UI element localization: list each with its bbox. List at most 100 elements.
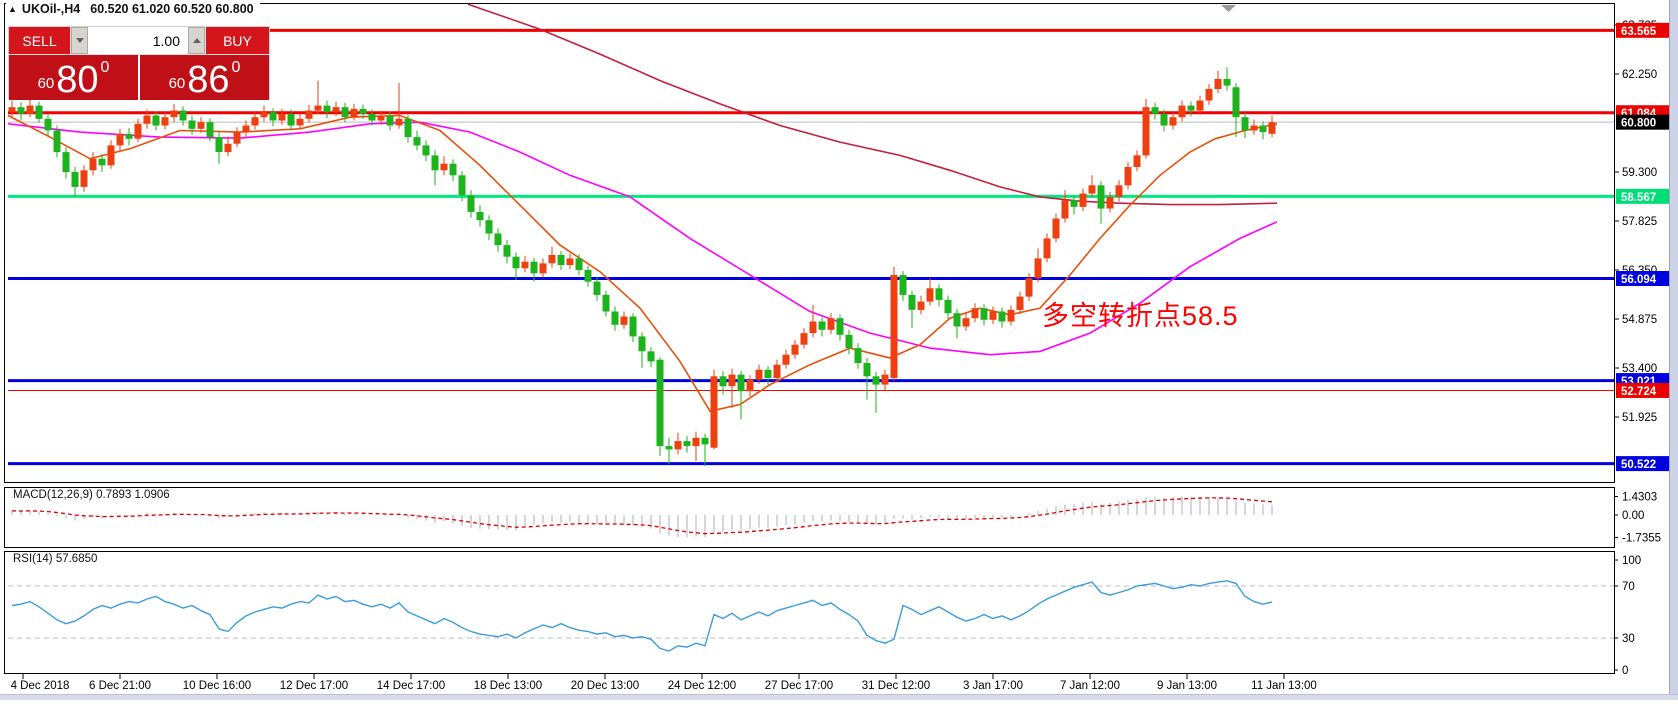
candle-body — [989, 311, 997, 320]
sell-button[interactable]: SELL — [9, 27, 71, 54]
buy-price-prefix: 60 — [168, 75, 186, 92]
sell-price-button[interactable]: 60 80 0 — [9, 55, 140, 100]
rsi-pane[interactable] — [4, 551, 1615, 674]
candle-body — [764, 369, 772, 378]
candle-body — [503, 245, 511, 257]
candle-body — [494, 233, 502, 246]
candle-body — [548, 255, 556, 264]
candle-body — [530, 261, 538, 274]
candle-body — [683, 441, 691, 447]
candle-body — [566, 258, 574, 265]
candle-body — [458, 175, 466, 196]
price-badge-label: 56.094 — [1621, 274, 1657, 286]
candle-body — [656, 359, 664, 447]
candle-body — [206, 122, 214, 138]
candle-body — [1133, 155, 1141, 167]
price-tick-label: 57.825 — [1622, 216, 1657, 228]
candle-body — [908, 294, 916, 310]
candle-body — [1016, 296, 1024, 310]
macd-pane[interactable] — [4, 487, 1615, 548]
candle-body — [71, 172, 79, 187]
price-badge-63.565 — [1616, 22, 1673, 38]
sell-price-main: 80 — [56, 59, 99, 101]
candle-body — [377, 115, 385, 121]
candle-body — [215, 137, 223, 152]
buy-price-button[interactable]: 60 86 0 — [140, 55, 269, 100]
macd-signal-line — [11, 497, 1273, 535]
candle-body — [1196, 100, 1204, 111]
macd-tick-label: 0.00 — [1622, 510, 1644, 522]
main-chart-pane[interactable] — [4, 3, 1615, 483]
candle-body — [242, 125, 250, 133]
price-badge-label: 50.522 — [1621, 459, 1656, 471]
candle-body — [602, 294, 610, 312]
candle-body — [35, 105, 43, 119]
date-tick-label: 14 Dec 17:00 — [377, 680, 445, 692]
candle-body — [152, 115, 160, 126]
candle-body — [647, 351, 655, 362]
candle-body — [638, 336, 646, 352]
candle-body — [1259, 125, 1267, 133]
candle-body — [611, 311, 619, 325]
candle-body — [197, 122, 205, 129]
volume-decrease-button[interactable] — [71, 27, 88, 54]
candle-body — [953, 313, 961, 327]
candle-body — [1241, 117, 1249, 131]
candle-body — [8, 107, 16, 113]
symbol-collapse-icon[interactable]: ▲ — [8, 4, 17, 14]
symbol-info-bar: ▲ UKOil-,H4 60.520 61.020 60.520 60.800 — [6, 1, 260, 17]
volume-increase-button[interactable] — [188, 27, 205, 54]
candle-body — [620, 316, 628, 325]
candle-body — [1106, 196, 1114, 209]
price-badge-52.724 — [1616, 382, 1673, 398]
macd-tick-label: 1.4303 — [1622, 492, 1657, 504]
candle-body — [755, 369, 763, 380]
candle-body — [1043, 238, 1051, 259]
candle-body — [80, 170, 88, 187]
candle-body — [1115, 185, 1123, 197]
date-tick-label: 20 Dec 13:00 — [571, 680, 639, 692]
rsi-tick-label: 0 — [1622, 665, 1628, 677]
candle-body — [665, 446, 673, 450]
chart-shift-icon[interactable] — [1221, 5, 1236, 12]
chevron-up-icon — [192, 38, 201, 43]
candle-body — [827, 318, 835, 330]
candle-body — [701, 437, 709, 445]
candle-body — [1079, 193, 1087, 207]
date-tick-label: 10 Dec 16:00 — [183, 680, 251, 692]
candle-body — [440, 163, 448, 171]
candle-body — [557, 255, 565, 265]
macd-indicator-label: MACD(12,26,9) 0.7893 1.0906 — [13, 489, 170, 501]
candle-body — [881, 374, 889, 385]
candle-body — [1007, 309, 1015, 322]
candle-body — [809, 321, 817, 334]
chart-annotation-text: 多空转折点58.5 — [1042, 301, 1239, 331]
date-tick-label: 31 Dec 12:00 — [862, 680, 930, 692]
candle-body — [890, 275, 898, 378]
candle-body — [512, 256, 520, 269]
candle-body — [350, 108, 358, 118]
candle-body — [926, 288, 934, 302]
rsi-line — [11, 580, 1273, 652]
candle-body — [962, 318, 970, 327]
candle-body — [476, 211, 484, 221]
candle-body — [44, 118, 52, 131]
price-tick-label: 62.250 — [1622, 69, 1657, 81]
candle-body — [170, 110, 178, 118]
candle-body — [305, 110, 313, 119]
candle-body — [224, 143, 232, 153]
volume-input[interactable] — [88, 27, 188, 54]
date-tick-label: 27 Dec 17:00 — [765, 680, 833, 692]
candle-body — [278, 113, 286, 121]
price-tick-label: 51.925 — [1622, 412, 1657, 424]
candle-body — [800, 333, 808, 345]
trade-panel-quotes: 60 80 0 60 86 0 — [9, 55, 269, 100]
price-tick-label: 59.300 — [1622, 167, 1657, 179]
buy-button[interactable]: BUY — [205, 27, 269, 54]
trade-panel-toolbar: SELL BUY — [9, 27, 269, 55]
ma-line-fast-orange — [7, 114, 1278, 413]
candle-body — [521, 261, 529, 269]
one-click-trading-panel: SELL BUY 60 80 0 60 86 0 — [8, 26, 270, 100]
rsi-tick-label: 70 — [1622, 581, 1635, 593]
